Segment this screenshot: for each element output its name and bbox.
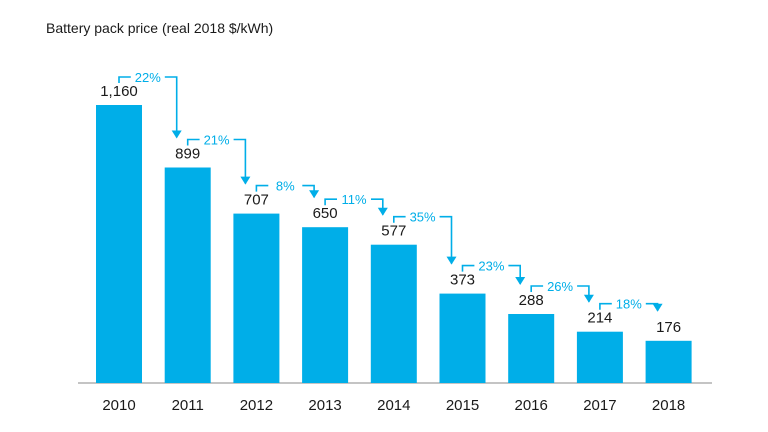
change-arrowhead-2018 — [652, 303, 663, 312]
bar-2011 — [164, 167, 211, 383]
value-label-2012: 707 — [244, 192, 269, 209]
bar-2017 — [576, 331, 623, 383]
x-tick-2013: 2013 — [308, 397, 341, 414]
value-label-2010: 1,160 — [100, 83, 138, 100]
value-label-2018: 176 — [656, 319, 681, 336]
change-arrowhead-2015 — [446, 256, 457, 265]
bar-2014 — [370, 244, 417, 383]
change-arrowhead-2017 — [583, 294, 594, 303]
change-label-2018: 18% — [616, 297, 642, 312]
change-label-bg-2013 — [268, 176, 303, 194]
change-arrowhead-2013 — [309, 190, 320, 199]
value-label-2016: 288 — [519, 292, 544, 309]
change-arrowhead-2011 — [171, 130, 182, 139]
bar-2016 — [508, 314, 555, 383]
change-label-2013: 8% — [276, 179, 295, 194]
bar-2013 — [302, 227, 349, 383]
value-label-2017: 214 — [587, 310, 612, 327]
change-label-2015: 35% — [410, 210, 436, 225]
bar-2010 — [96, 105, 142, 383]
x-tick-2010: 2010 — [102, 397, 135, 414]
change-label-bg-2015 — [405, 207, 440, 225]
x-tick-2011: 2011 — [172, 397, 204, 414]
value-label-2014: 577 — [381, 223, 406, 240]
change-label-2016: 23% — [478, 259, 504, 274]
change-arrowhead-2016 — [515, 277, 526, 285]
change-label-bg-2017 — [543, 277, 578, 294]
bar-2012 — [233, 213, 280, 383]
change-arrowhead-2014 — [377, 207, 388, 216]
x-tick-2014: 2014 — [377, 397, 410, 414]
change-label-2012: 21% — [204, 133, 230, 148]
chart-title: Battery pack price (real 2018 $/kWh) — [46, 20, 274, 36]
x-tick-2012: 2012 — [240, 397, 273, 414]
x-tick-2015: 2015 — [446, 397, 479, 414]
change-label-bg-2018 — [611, 294, 646, 312]
change-label-bg-2012 — [199, 130, 234, 148]
bar-2018 — [645, 340, 692, 383]
value-label-2013: 650 — [313, 205, 338, 222]
change-arrowhead-2012 — [240, 176, 251, 185]
value-label-2011: 899 — [175, 146, 200, 163]
bar-2015 — [439, 293, 486, 383]
x-tick-2016: 2016 — [515, 397, 548, 414]
x-tick-2017: 2017 — [583, 397, 616, 414]
change-label-2011: 22% — [135, 70, 161, 85]
x-tick-2018: 2018 — [652, 397, 685, 414]
change-label-2017: 26% — [547, 279, 573, 294]
change-label-bg-2016 — [474, 256, 509, 274]
change-label-2014: 11% — [341, 192, 366, 207]
change-label-bg-2014 — [337, 190, 371, 208]
value-label-2015: 373 — [450, 272, 475, 289]
change-label-bg-2011 — [130, 68, 165, 85]
